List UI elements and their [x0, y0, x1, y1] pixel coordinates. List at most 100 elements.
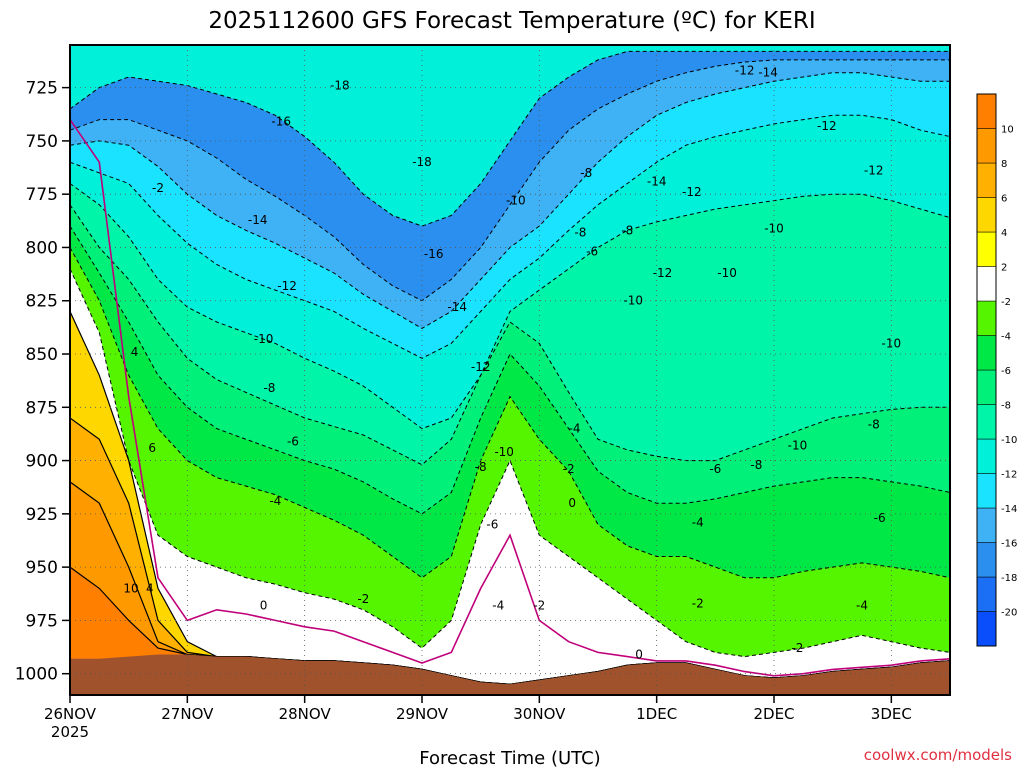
y-tick-label: 900: [26, 452, 58, 472]
colorbar-bin: [976, 507, 997, 543]
colorbar-bin: [976, 542, 997, 578]
temperature-bands: [70, 51, 950, 695]
contour-label: -4: [492, 598, 504, 612]
contour-label: -4: [692, 515, 704, 529]
contour-label: -14: [248, 213, 268, 227]
contour-label: -2: [152, 181, 164, 195]
contour-label: -2: [692, 596, 704, 610]
contour--4: [70, 247, 950, 579]
contour-label: -4: [856, 598, 868, 612]
contour-label: -10: [506, 194, 526, 208]
x-axis-label: Forecast Time (UTC): [419, 748, 600, 768]
credit-text: coolwx.com/models: [864, 746, 1012, 764]
contour-label: -12: [471, 360, 491, 374]
colorbar-bin: [976, 128, 997, 164]
contour-label: 4: [131, 345, 139, 359]
contour-label: -8: [574, 226, 586, 240]
plot-frame: [69, 44, 951, 696]
contour-label: -10: [717, 266, 737, 280]
colorbar-bin: [976, 231, 997, 267]
y-tick-label: 975: [26, 611, 58, 631]
freezing-line-0c: [70, 119, 950, 677]
colorbar-bin: [976, 473, 997, 509]
y-tick-label: 750: [26, 132, 58, 152]
colorbar-tick-label: 8: [1001, 159, 1007, 170]
colorbar-tick-label: -20: [1001, 608, 1017, 619]
contour-label: -14: [447, 300, 467, 314]
contour-label: -18: [412, 155, 432, 169]
contour-label: -12: [864, 164, 884, 178]
colorbar-tick-label: -10: [1001, 435, 1017, 446]
contour-label: -6: [486, 518, 498, 532]
y-tick-label: 950: [26, 558, 58, 578]
x-tick-label: 1DEC: [636, 705, 677, 723]
y-tick-label: 1000: [15, 665, 58, 685]
contour-label: -2: [357, 592, 369, 606]
colorbar-bin: [976, 611, 997, 647]
contour-label: 0: [635, 648, 643, 662]
colorbar-bin: [976, 266, 997, 302]
contour-label: -2: [533, 598, 545, 612]
chart-title: 2025112600 GFS Forecast Temperature (ºC)…: [208, 8, 815, 34]
contour-label: -16: [271, 115, 291, 129]
contour-label: -10: [254, 332, 274, 346]
contour-label: -10: [788, 439, 808, 453]
x-tick-label: 3DEC: [871, 705, 912, 723]
contour-label: -4: [269, 494, 281, 508]
colorbar-frame: [976, 93, 997, 647]
contour-label: 0: [260, 598, 268, 612]
contour-label: -6: [709, 462, 721, 476]
y-tick-label: 850: [26, 345, 58, 365]
contour--16: [70, 59, 950, 302]
contour-label: -12: [653, 266, 673, 280]
colorbar-bin: [976, 197, 997, 233]
y-tick-label: 925: [26, 505, 58, 525]
contour-label: -14: [758, 66, 778, 80]
contour-label: -8: [621, 223, 633, 237]
contour-label: -18: [330, 78, 350, 92]
contour--12: [70, 114, 950, 359]
contour-label: -10: [764, 221, 784, 235]
contour-labels: -2-16-18-18-14-16-12-14-10-12-8-10-6-8-4…: [123, 64, 901, 662]
contour-label: -8: [868, 417, 880, 431]
x-tick-label: 29NOV: [396, 705, 449, 723]
contour-label: -2: [791, 641, 803, 655]
colorbar-tick-label: 6: [1001, 194, 1007, 205]
colorbar-tick-label: 10: [1001, 125, 1014, 136]
contour-label: -8: [475, 460, 487, 474]
freezing-line: [70, 119, 950, 677]
colorbar-tick-label: -12: [1001, 470, 1017, 481]
contour-label: -8: [750, 458, 762, 472]
contour-label: -16: [424, 247, 444, 261]
colorbar-tick-label: -8: [1001, 401, 1011, 412]
x-tick-label: 28NOV: [279, 705, 332, 723]
contour--10: [70, 183, 950, 430]
x-tick-label: 27NOV: [161, 705, 214, 723]
y-tick-label: 775: [26, 185, 58, 205]
y-tick-label: 800: [26, 238, 58, 258]
colorbar-tick-label: -4: [1001, 332, 1011, 343]
y-tick-label: 875: [26, 398, 58, 418]
colorbar-tick-label: -16: [1001, 539, 1017, 550]
contour-label: -8: [263, 381, 275, 395]
colorbar-tick-label: 4: [1001, 228, 1007, 239]
contour-label: -6: [586, 245, 598, 259]
colorbar-bin: [976, 404, 997, 440]
contour-label: -10: [494, 445, 514, 459]
y-axis: 725 750 775 800 825 850 875 900 925 950 975 1000: [15, 79, 70, 685]
terrain-fill: [70, 654, 950, 695]
colorbar-tick-label: -18: [1001, 573, 1017, 584]
contour-label: -12: [277, 279, 297, 293]
x-tick-sublabel: 2025: [51, 723, 89, 741]
contour-label: -6: [874, 511, 886, 525]
contour-label: -8: [580, 166, 592, 180]
contour-label: -12: [682, 185, 702, 199]
colorbar-bin: [976, 369, 997, 405]
colorbar-tick-label: -2: [1001, 297, 1011, 308]
contour-label: -12: [735, 64, 755, 78]
band--2: [70, 268, 950, 695]
colorbar-tick-label: 2: [1001, 263, 1007, 274]
contour-label: -10: [623, 294, 643, 308]
x-tick-label: 30NOV: [513, 705, 566, 723]
